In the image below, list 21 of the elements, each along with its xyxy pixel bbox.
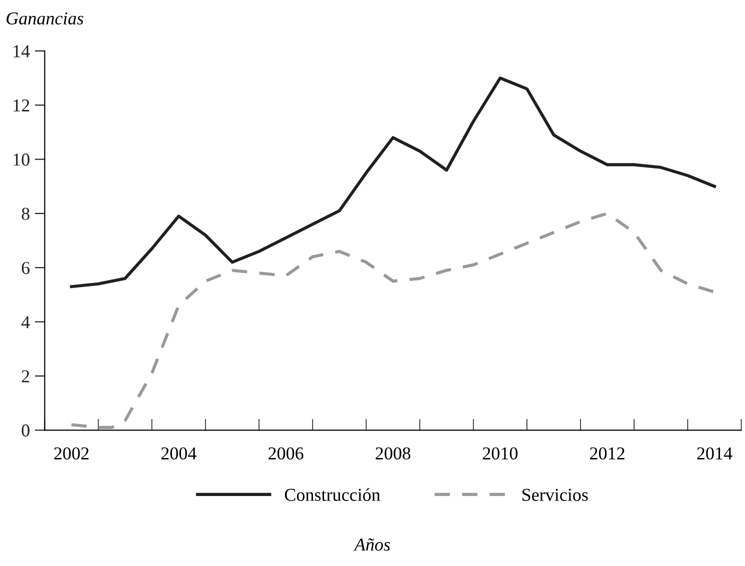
y-tick-label: 8 (22, 208, 30, 220)
x-tick-label: 2012 (590, 447, 624, 460)
line-series (70, 212, 716, 429)
y-tick-label: 12 (14, 99, 30, 112)
y-tick-label: 10 (14, 154, 30, 166)
legend-label: Construcción (284, 488, 380, 501)
x-tick-label: 2014 (697, 447, 732, 460)
x-tick-label: 2008 (376, 447, 410, 460)
y-axis-title: Ganancias (6, 12, 84, 25)
text: Años (353, 538, 390, 551)
x-tick-label: 2004 (161, 447, 196, 460)
y-tick-label: 4 (21, 316, 30, 328)
y-tick-label: 6 (22, 262, 30, 274)
line-series (70, 76, 716, 288)
y-tick-label: 14 (14, 45, 30, 58)
x-tick-label: 2006 (268, 447, 304, 460)
x-tick-label: 2002 (54, 447, 89, 460)
y-tick-label: 0 (22, 424, 30, 437)
legend-label: Servicios (522, 488, 588, 501)
x-tick-label: 2010 (482, 447, 518, 460)
y-tick-label: 2 (22, 370, 30, 382)
